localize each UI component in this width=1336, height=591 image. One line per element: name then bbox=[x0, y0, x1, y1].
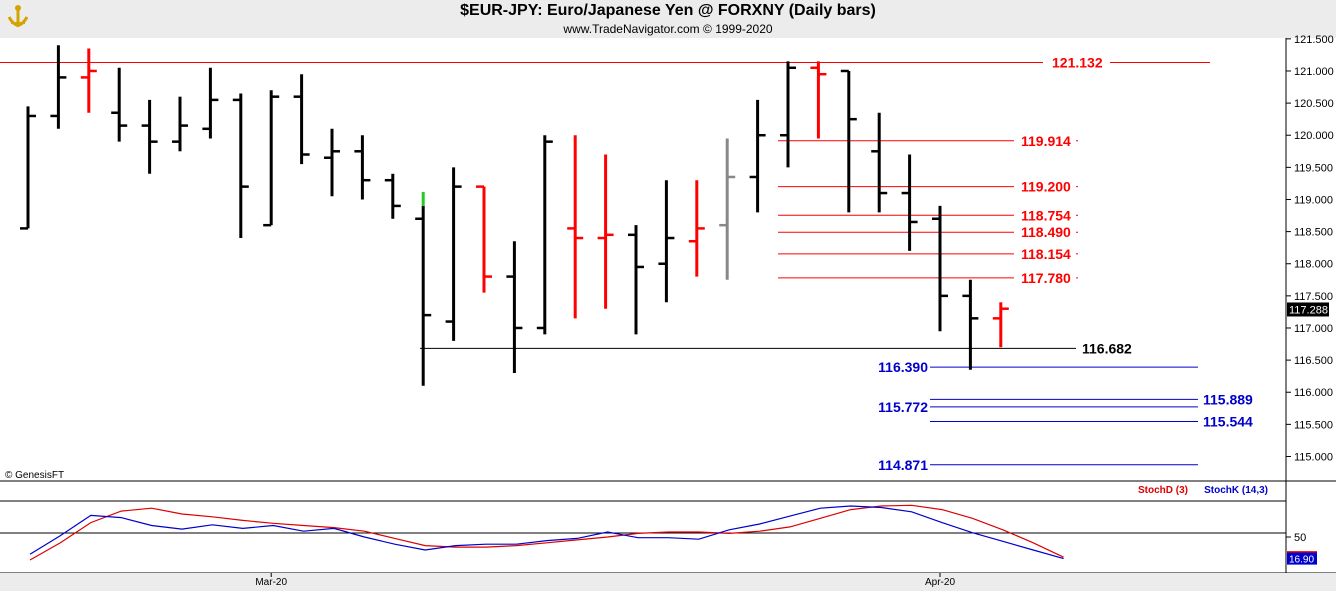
annotation-label: 116.390 bbox=[878, 359, 928, 375]
ohlc-bar bbox=[20, 106, 36, 230]
ohlc-bar bbox=[932, 205, 948, 332]
price-bars bbox=[20, 45, 1009, 386]
date-axis: Mar-20 Apr-20 bbox=[255, 573, 955, 588]
price-tick-label: 119.000 bbox=[1294, 194, 1333, 206]
annotation-label: 117.780 bbox=[1021, 270, 1071, 286]
ohlc-bar bbox=[172, 96, 188, 152]
legend-entry: StochK (14,3) bbox=[1204, 485, 1268, 496]
price-tick-label: 121.000 bbox=[1294, 66, 1334, 78]
annotation-label: 119.200 bbox=[1021, 179, 1071, 195]
annotation-label: 121.132 bbox=[1052, 55, 1103, 71]
price-axis: 121.500 121.000 120.500 120.000 119.500 119.0… bbox=[1286, 34, 1334, 463]
ohlc-bar bbox=[506, 241, 523, 373]
chart-header: $EUR-JPY: Euro/Japanese Yen @ FORXNY (Da… bbox=[0, 0, 1336, 38]
ohlc-bar bbox=[202, 67, 219, 139]
annotation-label: 115.889 bbox=[1203, 391, 1253, 407]
price-tick-label: 120.500 bbox=[1294, 98, 1334, 110]
annotation-label: 116.682 bbox=[1082, 340, 1132, 356]
ohlc-bar bbox=[780, 61, 796, 168]
ohlc-bar bbox=[476, 185, 492, 293]
annotation-label: 119.914 bbox=[1021, 133, 1071, 149]
annotation-label: 118.754 bbox=[1021, 207, 1071, 223]
ohlc-bar bbox=[628, 225, 644, 335]
price-tick-label: 119.500 bbox=[1294, 162, 1333, 174]
ohlc-bar bbox=[415, 191, 432, 386]
ohlc-bar bbox=[536, 135, 553, 335]
price-tick-label: 120.000 bbox=[1294, 130, 1334, 142]
last-price-badge bbox=[1287, 302, 1329, 317]
price-tick-label: 116.000 bbox=[1294, 387, 1333, 399]
ohlc-bar bbox=[688, 180, 705, 277]
stoch-series-line bbox=[29, 504, 1064, 561]
date-tick-label: Apr-20 bbox=[925, 577, 955, 588]
annotation-label: 118.154 bbox=[1021, 246, 1071, 262]
price-tick-label: 115.500 bbox=[1294, 419, 1333, 431]
last-price-label: 117.288 bbox=[1289, 304, 1328, 316]
ohlc-bar bbox=[232, 93, 249, 239]
copyright-label: © GenesisFT bbox=[5, 470, 64, 481]
price-tick-label: 118.500 bbox=[1294, 227, 1333, 239]
ohlc-bar bbox=[658, 180, 675, 303]
annotation-label: 115.544 bbox=[1203, 414, 1253, 430]
ohlc-bar bbox=[354, 135, 371, 200]
annotation-label: 115.772 bbox=[878, 399, 928, 415]
trade-navigator-logo-icon bbox=[3, 3, 33, 35]
annotation-label: 118.490 bbox=[1021, 224, 1071, 240]
ohlc-bar bbox=[567, 135, 584, 319]
ohlc-bar bbox=[111, 67, 128, 142]
stoch-last-label: 16.90 bbox=[1289, 555, 1314, 566]
date-axis-strip bbox=[0, 573, 1336, 591]
ohlc-bar bbox=[749, 99, 766, 213]
annotation-label: 114.871 bbox=[878, 457, 928, 473]
ohlc-bar bbox=[962, 279, 979, 370]
chart-subtitle: www.TradeNavigator.com © 1999-2020 bbox=[563, 22, 773, 36]
ohlc-bar bbox=[840, 69, 857, 213]
ohlc-bar bbox=[597, 154, 614, 309]
ohlc-bar bbox=[263, 90, 280, 227]
annotation-lines bbox=[0, 62, 1210, 466]
price-tick-label: 116.500 bbox=[1294, 355, 1333, 367]
stoch-tick-label: 50 bbox=[1294, 532, 1306, 544]
ohlc-bar bbox=[50, 45, 67, 129]
ohlc-bar bbox=[293, 74, 310, 165]
ohlc-bar bbox=[810, 61, 827, 139]
price-tick-label: 121.500 bbox=[1294, 34, 1334, 46]
ohlc-bar bbox=[384, 173, 401, 219]
ohlc-bar bbox=[445, 167, 462, 341]
ohlc-bar bbox=[871, 112, 888, 213]
price-tick-label: 117.000 bbox=[1294, 323, 1333, 335]
ohlc-bar bbox=[901, 154, 918, 251]
price-tick-label: 117.500 bbox=[1294, 291, 1333, 303]
price-tick-label: 115.000 bbox=[1294, 451, 1333, 463]
ohlc-bar bbox=[992, 302, 1009, 348]
ohlc-bar bbox=[324, 128, 340, 197]
legend-entry: StochD (3) bbox=[1138, 485, 1188, 496]
ohlc-bar bbox=[719, 138, 736, 280]
ohlc-bar bbox=[80, 48, 97, 113]
stoch-series-line bbox=[29, 505, 1064, 560]
chart-title: $EUR-JPY: Euro/Japanese Yen @ FORXNY (Da… bbox=[460, 2, 876, 19]
ohlc-bar bbox=[141, 99, 158, 174]
date-tick-label: Mar-20 bbox=[255, 577, 287, 588]
stoch-last-badge bbox=[1287, 552, 1317, 565]
price-tick-label: 118.000 bbox=[1294, 259, 1333, 271]
